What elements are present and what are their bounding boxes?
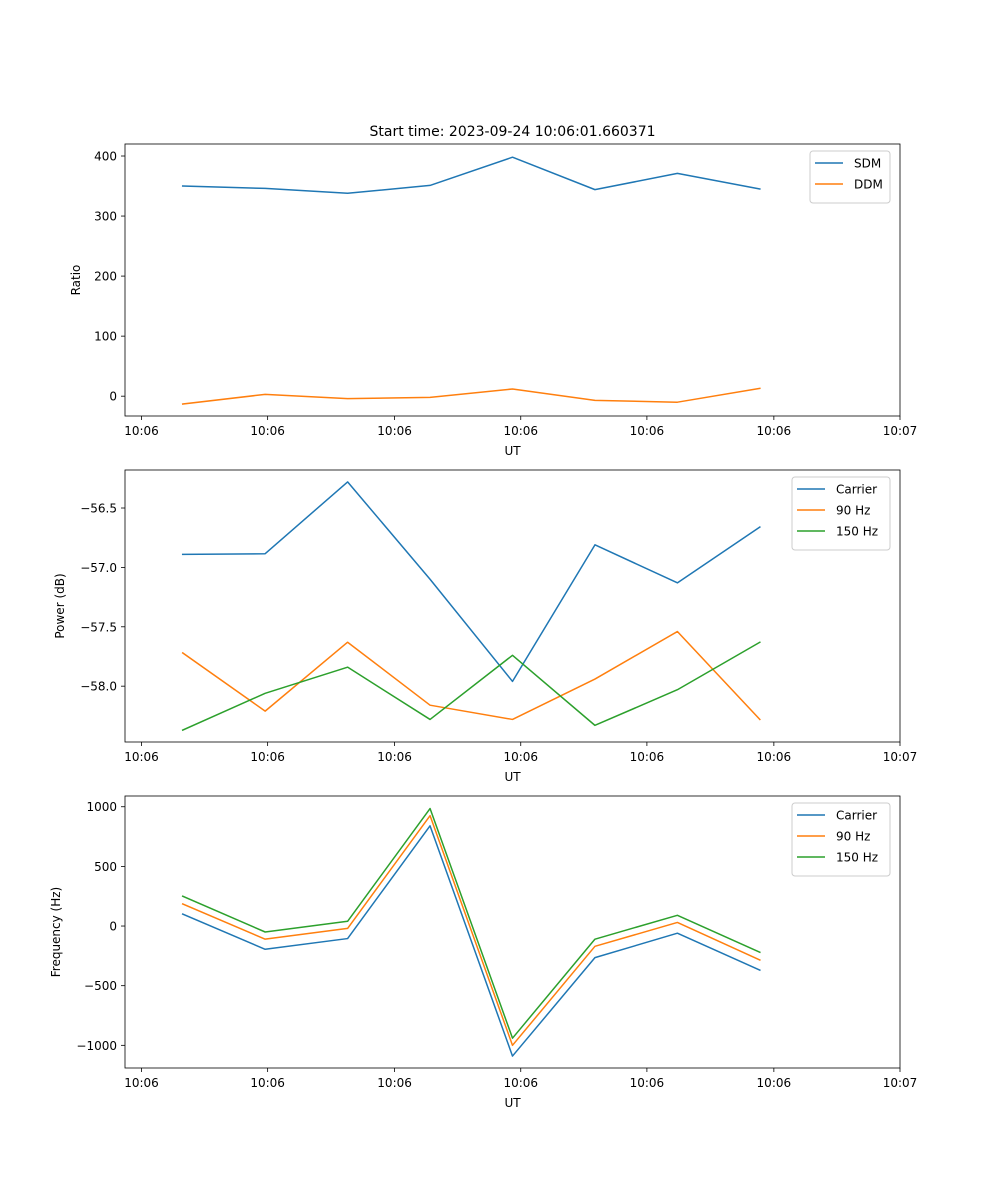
series-line-150-hz (181, 641, 761, 732)
y-tick-label: −500 (84, 979, 117, 993)
x-tick-label: 10:06 (630, 750, 665, 764)
y-tick-label: −1000 (76, 1039, 117, 1053)
series-line-carrier (181, 481, 761, 683)
y-tick-label: 400 (94, 150, 117, 164)
x-tick-label: 10:06 (250, 424, 285, 438)
axes-frame (124, 469, 901, 743)
x-tick-label: 10:06 (377, 424, 412, 438)
x-tick-label: 10:06 (757, 1076, 792, 1090)
y-axis-label: Power (dB) (53, 573, 67, 638)
y-tick-label: 300 (94, 210, 117, 224)
legend-entry: Carrier (836, 483, 877, 497)
x-tick-label: 10:06 (124, 750, 159, 764)
panel-3: 10:06 10:06 10:06 10:06 10:06 10:06 10:07 1000 5… (49, 795, 918, 1110)
legend-entry: 90 Hz (836, 830, 870, 844)
chart-panels: 10:06 10:06 10:06 10:06 10:06 10:06 10:07 0 100 2… (49, 143, 918, 1110)
series-line-90-hz (181, 814, 761, 1047)
y-tick-label: 200 (94, 270, 117, 284)
series-line-carrier (181, 825, 761, 1057)
x-tick-label: 10:06 (630, 1076, 665, 1090)
legend-entry: DDM (854, 178, 883, 192)
series-line-150-hz (181, 807, 761, 1039)
x-tick-label: 10:06 (503, 750, 538, 764)
x-axis-label: UT (504, 1096, 521, 1110)
x-tick-label: 10:07 (883, 424, 918, 438)
legend-box (809, 150, 891, 204)
x-tick-label: 10:06 (757, 424, 792, 438)
axes-frame (124, 795, 901, 1069)
legend-entry: Carrier (836, 809, 877, 823)
x-tick-label: 10:06 (250, 1076, 285, 1090)
panel-1: 10:06 10:06 10:06 10:06 10:06 10:06 10:07 0 100 2… (69, 143, 918, 458)
chart-title: Start time: 2023-09-24 10:06:01.660371 (369, 124, 655, 140)
axes-frame (124, 143, 901, 417)
y-tick-label: 1000 (86, 800, 117, 814)
x-tick-label: 10:06 (503, 1076, 538, 1090)
y-tick-label: 0 (109, 920, 117, 934)
legend-entry: 150 Hz (836, 525, 878, 539)
y-tick-label: 0 (109, 390, 117, 404)
y-tick-label: 500 (94, 860, 117, 874)
y-tick-label: −56.5 (80, 502, 117, 516)
panel-2: 10:06 10:06 10:06 10:06 10:06 10:06 10:07 −56.5… (53, 469, 918, 784)
series-line-ddm (181, 387, 761, 405)
x-axis-label: UT (504, 444, 521, 458)
x-tick-label: 10:06 (377, 1076, 412, 1090)
y-tick-label: 100 (94, 330, 117, 344)
x-tick-label: 10:06 (630, 424, 665, 438)
y-axis-label: Frequency (Hz) (49, 887, 63, 978)
x-tick-label: 10:07 (883, 1076, 918, 1090)
y-tick-label: −57.5 (80, 620, 117, 634)
x-axis-label: UT (504, 770, 521, 784)
legend-entry: 90 Hz (836, 504, 870, 518)
x-tick-label: 10:06 (503, 424, 538, 438)
x-tick-label: 10:06 (377, 750, 412, 764)
x-tick-label: 10:06 (124, 424, 159, 438)
legend-entry: 150 Hz (836, 851, 878, 865)
x-tick-label: 10:06 (757, 750, 792, 764)
y-axis-label: Ratio (69, 265, 83, 296)
legend-entry: SDM (854, 157, 881, 171)
x-tick-label: 10:06 (250, 750, 285, 764)
x-tick-label: 10:06 (124, 1076, 159, 1090)
series-line-90-hz (181, 630, 761, 721)
series-line-sdm (181, 156, 761, 194)
x-tick-label: 10:07 (883, 750, 918, 764)
y-tick-label: −58.0 (80, 680, 117, 694)
y-tick-label: −57.0 (80, 561, 117, 575)
